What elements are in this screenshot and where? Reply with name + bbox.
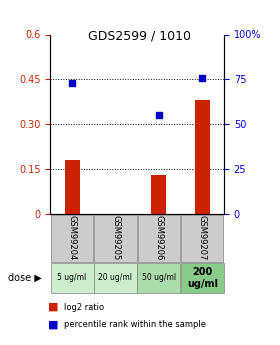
Text: GSM99204: GSM99204 xyxy=(67,215,77,261)
Bar xyxy=(195,100,210,214)
Point xyxy=(200,75,204,80)
Text: GDS2599 / 1010: GDS2599 / 1010 xyxy=(88,29,192,42)
Text: log2 ratio: log2 ratio xyxy=(64,303,104,312)
Text: 50 ug/ml: 50 ug/ml xyxy=(142,273,176,282)
Text: GSM99206: GSM99206 xyxy=(154,215,164,261)
Text: ■: ■ xyxy=(48,302,58,312)
Text: 200
ug/ml: 200 ug/ml xyxy=(187,267,218,288)
Text: GSM99205: GSM99205 xyxy=(111,215,120,261)
Text: dose ▶: dose ▶ xyxy=(8,273,42,283)
Text: 5 ug/ml: 5 ug/ml xyxy=(57,273,87,282)
Bar xyxy=(151,175,167,214)
Point xyxy=(157,112,161,118)
Bar xyxy=(64,160,80,214)
Text: ■: ■ xyxy=(48,319,58,329)
Point xyxy=(70,80,74,86)
Text: percentile rank within the sample: percentile rank within the sample xyxy=(64,320,206,329)
Text: 20 ug/ml: 20 ug/ml xyxy=(99,273,132,282)
Text: GSM99207: GSM99207 xyxy=(198,215,207,261)
